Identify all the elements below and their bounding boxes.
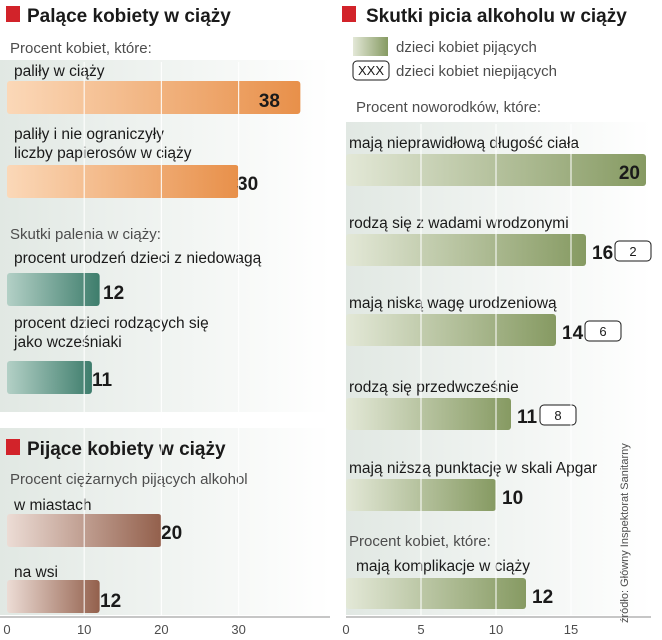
- smoking-label-0: paliły w ciąży: [14, 63, 105, 80]
- alcohol-category-label: mają nieprawidłową długość ciała: [349, 135, 579, 152]
- left-tick-label: 10: [77, 622, 91, 637]
- drinking-bar-1: [7, 580, 100, 613]
- alcohol-bar-drinking: [346, 314, 556, 346]
- right-tick-label: 10: [489, 622, 503, 637]
- alcohol-value-non-drinking: 8: [554, 408, 561, 423]
- alcohol-value-non-drinking: 2: [629, 244, 636, 259]
- left-tick-label: 20: [154, 622, 168, 637]
- complications-subtitle: Procent kobiet, które:: [349, 533, 491, 550]
- drinking-value-1: 12: [100, 591, 121, 612]
- drinking-label-1: na wsi: [14, 564, 58, 581]
- alcohol-category-label: rodzą się przedwcześnie: [349, 379, 519, 396]
- smoking-subtitle: Procent kobiet, które:: [10, 40, 152, 57]
- legend-swatch-drinking: [353, 37, 388, 56]
- smoking-bar-1: [7, 165, 239, 198]
- left-tick-label: 0: [3, 622, 10, 637]
- alcohol-value-drinking: 16: [592, 243, 613, 264]
- alcohol-value-drinking: 20: [619, 163, 640, 184]
- bullet-icon: [6, 6, 20, 22]
- alcohol-box-non-drinking: [584, 320, 622, 342]
- complications-value: 12: [532, 587, 553, 608]
- legend-box-non-drinking: [352, 60, 390, 81]
- alcohol-value-non-drinking: 6: [599, 324, 606, 339]
- alcohol-effects-title: Skutki picia alkoholu w ciąży: [366, 6, 627, 27]
- effects-value-1: 11: [92, 370, 113, 391]
- smoking-bar-0: [7, 81, 301, 114]
- alcohol-bar-drinking: [346, 234, 586, 266]
- alcohol-category-label: mają niską wagę urodzeniową: [349, 295, 557, 312]
- complications-label: mają komplikacje w ciąży: [356, 558, 530, 575]
- right-tick-label: 15: [564, 622, 578, 637]
- smoking-value-1: 30: [237, 174, 258, 195]
- separator: [0, 412, 330, 428]
- drinking-subtitle: Procent ciężarnych pijących alkohol: [10, 471, 248, 488]
- smoking-value-0: 38: [259, 91, 280, 112]
- right-gridlines: [420, 124, 572, 617]
- smoking-title: Palące kobiety w ciąży: [27, 6, 231, 27]
- complications-bar: [346, 578, 526, 609]
- drinking-title: Pijące kobiety w ciąży: [27, 439, 226, 460]
- left-panel: Palące kobiety w ciąży Procent kobiet, k…: [0, 6, 330, 637]
- alcohol-box-non-drinking: [539, 404, 577, 426]
- alcohol-value-drinking: 11: [517, 407, 538, 428]
- drinking-label-0: w miastach: [13, 497, 92, 514]
- drinking-value-0: 20: [161, 523, 182, 544]
- bullet-icon: [6, 439, 20, 455]
- alcohol-subtitle: Procent noworodków, które:: [356, 99, 541, 116]
- effects-bar-0: [7, 273, 100, 306]
- left-gridlines: [83, 62, 240, 617]
- smoking-effects-subtitle: Skutki palenia w ciąży:: [10, 226, 161, 243]
- alcohol-category-label: mają niższą punktację w skali Apgar: [349, 460, 597, 477]
- legend-label-non-drinking: dzieci kobiet niepijących: [396, 63, 557, 80]
- right-tick-label: 5: [417, 622, 424, 637]
- effects-label-0: procent urodzeń dzieci z niedowagą: [14, 250, 262, 267]
- right-panel-background: [346, 122, 651, 615]
- left-tick-label: 30: [231, 622, 245, 637]
- left-axis-ticks: 0 10 20 30: [3, 622, 245, 637]
- legend-label-drinking: dzieci kobiet pijących: [396, 39, 537, 56]
- right-tick-label: 0: [342, 622, 349, 637]
- effects-label-1: procent dzieci rodzących się jako wcześn…: [13, 315, 213, 351]
- alcohol-value-drinking: 10: [502, 488, 523, 509]
- effects-bar-1: [7, 361, 92, 394]
- source-note: źródło: Główny Inspektorat Sanitarny: [619, 443, 631, 623]
- bullet-icon: [342, 6, 356, 22]
- legend-box-text: XXX: [358, 63, 384, 78]
- alcohol-bar-drinking: [346, 398, 511, 430]
- smoking-label-1: paliły i nie ograniczyły liczby papieros…: [14, 126, 192, 162]
- right-axis-ticks: 0 5 10 15: [342, 622, 578, 637]
- effects-value-0: 12: [103, 283, 124, 304]
- alcohol-box-non-drinking: [614, 240, 652, 262]
- right-panel: Skutki picia alkoholu w ciąży dzieci kob…: [342, 6, 652, 637]
- alcohol-value-drinking: 14: [562, 323, 584, 344]
- alcohol-category-label: rodzą się z wadami wrodzonymi: [349, 215, 569, 232]
